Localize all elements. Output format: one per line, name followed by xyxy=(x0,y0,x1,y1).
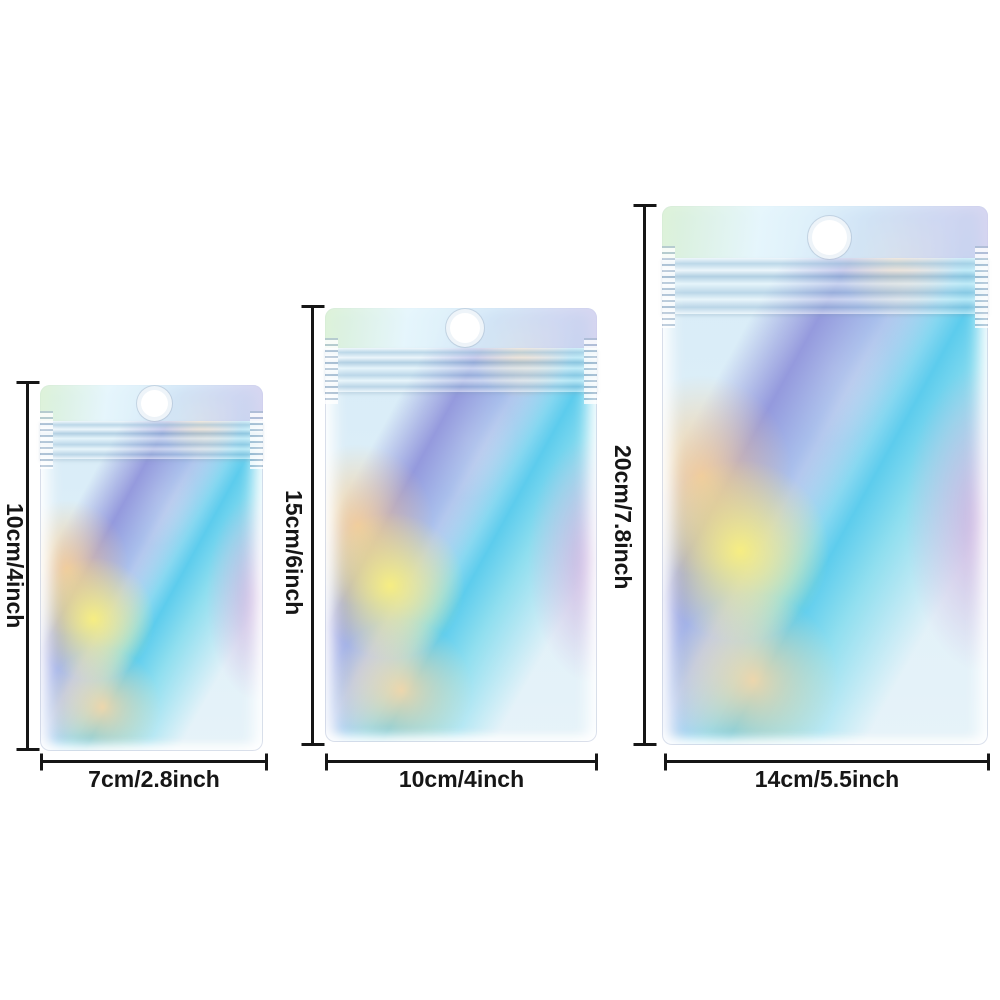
height-dimension-line-medium xyxy=(311,305,314,746)
side-crimp-right xyxy=(250,411,263,469)
side-crimp-right xyxy=(584,338,597,404)
zipper-seal xyxy=(662,258,988,314)
width-label-large: 14cm/5.5inch xyxy=(754,766,900,792)
bag-small xyxy=(40,385,263,751)
side-crimp-left xyxy=(662,246,675,328)
height-label-large: 20cm/7.8inch xyxy=(610,445,636,590)
bag-medium xyxy=(325,308,597,742)
height-label-small: 10cm/4inch xyxy=(2,503,28,629)
width-dimension-line-large xyxy=(664,760,990,763)
hang-hole xyxy=(141,390,168,417)
hang-hole xyxy=(812,220,847,255)
width-label-medium: 10cm/4inch xyxy=(398,766,525,792)
height-dimension-line-small xyxy=(26,381,29,751)
side-crimp-left xyxy=(325,338,338,404)
side-crimp-left xyxy=(40,411,53,469)
zipper-seal xyxy=(325,348,597,392)
height-dimension-line-large xyxy=(643,204,646,746)
bag-large xyxy=(662,206,988,745)
width-label-small: 7cm/2.8inch xyxy=(88,766,220,792)
side-crimp-right xyxy=(975,246,988,328)
width-dimension-line-medium xyxy=(325,760,598,763)
hang-hole xyxy=(450,313,480,343)
zipper-seal xyxy=(40,421,263,459)
width-dimension-line-small xyxy=(40,760,268,763)
height-label-medium: 15cm/6inch xyxy=(281,490,307,616)
